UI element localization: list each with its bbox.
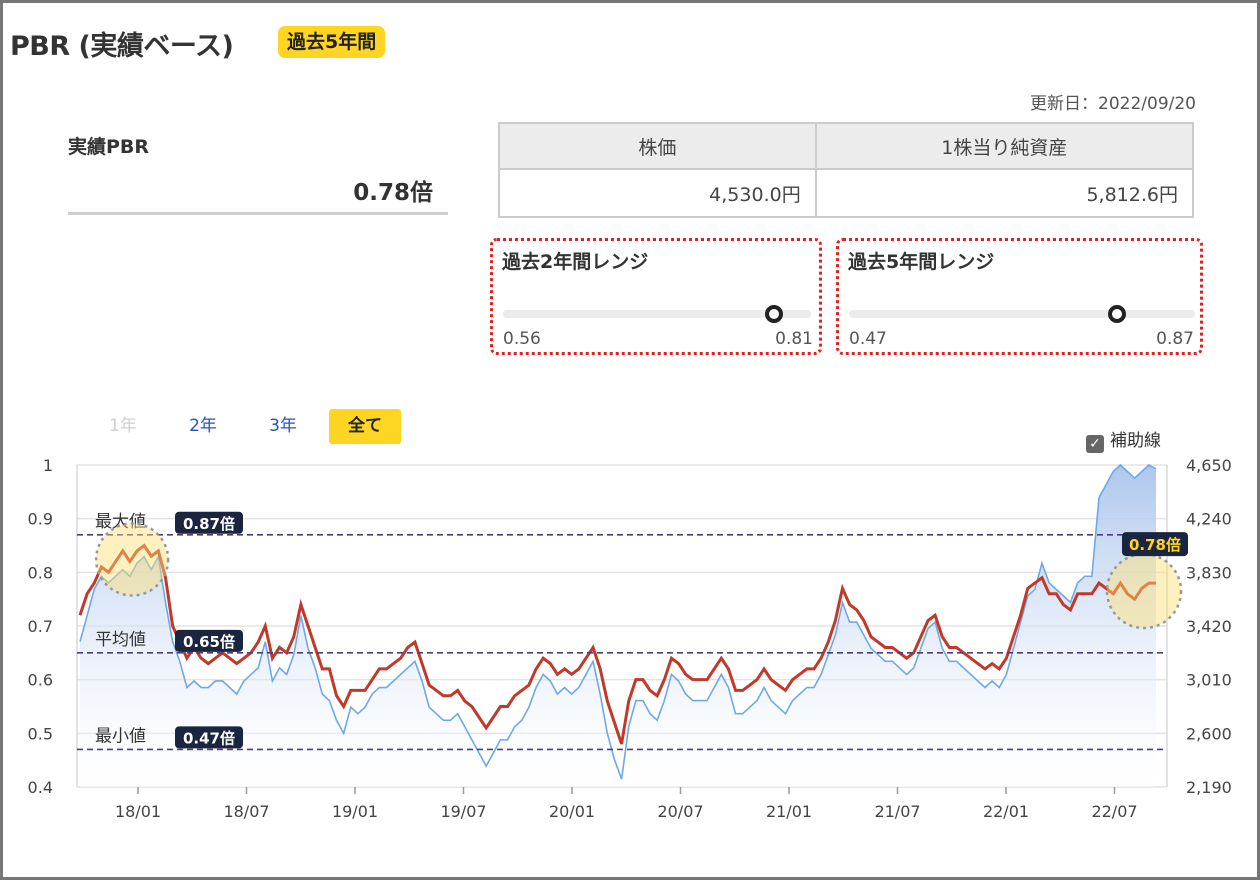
ref-line-label: 最大値: [95, 512, 146, 532]
x-tick-label: 18/07: [223, 802, 269, 821]
range-2year-title: 過去2年間レンジ: [502, 251, 649, 273]
range-2year-low: 0.56: [503, 329, 541, 349]
x-tick-label: 21/01: [766, 802, 812, 821]
aux-line-toggle[interactable]: ✓ 補助線: [1086, 430, 1161, 453]
pbr-line: [78, 543, 1156, 745]
y-left-tick-label: 0.4: [28, 778, 53, 797]
y-right-tick-label: 3,420: [1186, 617, 1232, 636]
x-tick-label: 20/07: [657, 802, 703, 821]
ref-line-label: 平均値: [95, 630, 146, 650]
range-2year-knob: [765, 305, 784, 323]
bps-value: 5,812.6円: [814, 168, 1195, 218]
range-5year-high: 0.87: [1156, 329, 1194, 349]
y-right-tick-label: 3,010: [1186, 671, 1232, 690]
price-area: [80, 465, 1156, 787]
current-badge-bg: [1122, 532, 1188, 557]
x-tick-label: 21/07: [874, 802, 920, 821]
y-left-tick-label: 0.5: [28, 724, 53, 743]
tab-all[interactable]: 全て: [329, 409, 401, 444]
y-left-tick-label: 0.9: [28, 510, 53, 529]
ref-badge-bg: [175, 511, 243, 534]
ref-line-label: 最小値: [95, 726, 146, 746]
tab-2year[interactable]: 2年: [189, 416, 217, 436]
range-5year-low: 0.47: [849, 329, 887, 349]
current-badge-text: 0.78倍: [1129, 536, 1181, 554]
current-highlight-circle: [1105, 552, 1183, 630]
ref-badge-bg: [175, 629, 243, 652]
price-table-value-row: 4,530.0円 5,812.6円: [498, 168, 1195, 218]
stock-price-header: 株価: [498, 122, 817, 170]
x-tick-label: 22/01: [983, 802, 1029, 821]
x-tick-label: 20/01: [549, 802, 595, 821]
range-5year-knob: [1108, 305, 1127, 323]
range-2year-track: [503, 310, 811, 318]
y-right-tick-label: 3,830: [1186, 563, 1232, 582]
ref-badge-text: 0.47倍: [183, 729, 235, 747]
y-left-tick-label: 0.6: [28, 671, 53, 690]
range-5year: 過去5年間レンジ 0.47 0.87: [836, 238, 1203, 355]
range-5year-track: [849, 310, 1195, 318]
y-right-tick-label: 2,190: [1186, 778, 1232, 797]
tab-1year: 1年: [109, 416, 137, 436]
stock-price-value: 4,530.0円: [498, 168, 817, 218]
checkmark-icon[interactable]: ✓: [1086, 435, 1104, 453]
y-left-tick-label: 0.8: [28, 563, 53, 582]
x-tick-label: 19/07: [440, 802, 486, 821]
x-tick-label: 22/07: [1091, 802, 1137, 821]
page-title: PBR (実績ベース): [10, 31, 234, 62]
aux-line-label: 補助線: [1110, 431, 1161, 451]
y-left-tick-label: 0.7: [28, 617, 53, 636]
range-2year: 過去2年間レンジ 0.56 0.81: [490, 238, 822, 355]
y-left-tick-label: 1: [43, 456, 53, 475]
ref-badge-bg: [175, 726, 243, 749]
y-right-tick-label: 4,240: [1186, 510, 1232, 529]
range-2year-high: 0.81: [775, 329, 813, 349]
range-5year-title: 過去5年間レンジ: [848, 251, 995, 273]
y-right-tick-label: 2,600: [1186, 724, 1232, 743]
x-tick-label: 18/01: [115, 802, 161, 821]
updated-date: 更新日：2022/09/20: [1030, 94, 1196, 114]
x-tick-label: 19/01: [332, 802, 378, 821]
price-table-header-row: 株価 1株当り純資産: [498, 122, 1195, 170]
tab-3year[interactable]: 3年: [269, 416, 297, 436]
y-right-tick-label: 4,650: [1186, 456, 1232, 475]
pbr-value: 0.78倍: [353, 180, 433, 206]
period-badge: 過去5年間: [278, 26, 386, 58]
bps-header: 1株当り純資産: [814, 122, 1195, 170]
pbr-underline: [68, 212, 448, 215]
ref-badge-text: 0.65倍: [183, 633, 235, 651]
price-line: [79, 463, 1157, 780]
max-highlight-circle: [94, 522, 170, 597]
pbr-label: 実績PBR: [68, 136, 150, 158]
ref-badge-text: 0.87倍: [183, 515, 235, 533]
price-table: 株価 1株当り純資産 4,530.0円 5,812.6円: [498, 122, 1195, 218]
